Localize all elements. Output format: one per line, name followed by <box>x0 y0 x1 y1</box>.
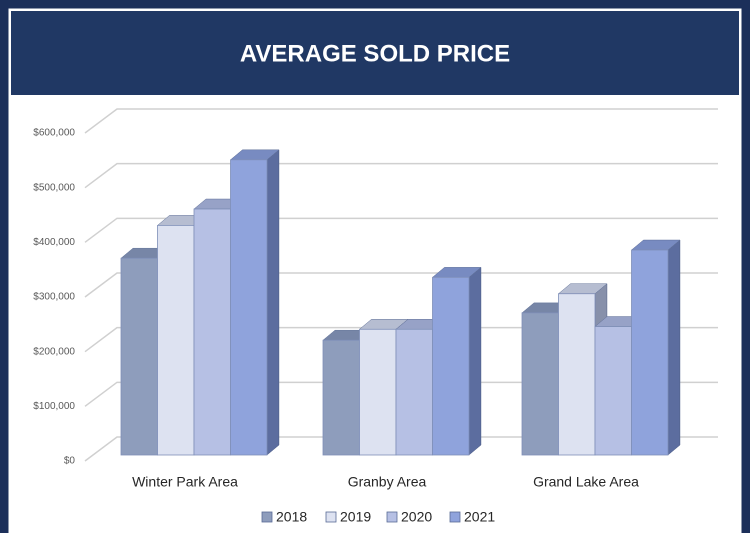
legend-label: 2019 <box>340 509 371 525</box>
grid-line <box>84 272 718 298</box>
bar <box>558 293 596 456</box>
bar <box>395 328 433 456</box>
x-tick-label: Grand Lake Area <box>533 474 639 490</box>
x-tick-label: Granby Area <box>348 474 427 490</box>
grid-line <box>84 436 718 462</box>
bar <box>230 159 268 456</box>
legend-label: 2021 <box>464 509 495 525</box>
bar <box>432 276 470 456</box>
bar-side-shade <box>469 267 481 455</box>
bar-side-shade <box>267 149 279 456</box>
bar <box>359 328 397 456</box>
grid-line <box>84 108 718 134</box>
legend-swatch <box>449 511 461 523</box>
bar-top-shade <box>359 319 408 330</box>
y-tick-label: $500,000 <box>33 182 75 193</box>
bar <box>322 339 360 456</box>
bar <box>631 249 669 456</box>
y-tick-label: $400,000 <box>33 237 75 248</box>
legend-label: 2018 <box>276 509 307 525</box>
y-tick-label: $200,000 <box>33 346 75 357</box>
legend-swatch <box>386 511 398 523</box>
title-band <box>11 11 739 95</box>
bar-top-shade <box>230 149 279 160</box>
grid-line <box>84 326 718 353</box>
y-tick-label: $600,000 <box>33 128 75 139</box>
grid-line <box>84 217 718 243</box>
bar <box>120 257 158 456</box>
bar <box>193 208 231 456</box>
legend-label: 2020 <box>401 509 432 525</box>
y-tick-label: $0 <box>64 456 76 467</box>
grid-line <box>84 162 718 189</box>
legend-swatch <box>325 511 337 523</box>
bar-top-shade <box>631 240 680 250</box>
bar <box>157 224 195 456</box>
y-tick-label: $300,000 <box>33 292 75 303</box>
bar <box>521 312 559 456</box>
bar <box>594 326 632 456</box>
bar-top-shade <box>558 283 607 294</box>
grid-line <box>84 381 718 407</box>
legend-swatch <box>261 511 273 523</box>
y-tick-label: $100,000 <box>33 401 75 412</box>
bar-side-shade <box>668 240 680 455</box>
x-tick-label: Winter Park Area <box>132 474 238 490</box>
chart-title: AVERAGE SOLD PRICE <box>240 40 510 67</box>
bar-top-shade <box>432 267 481 278</box>
